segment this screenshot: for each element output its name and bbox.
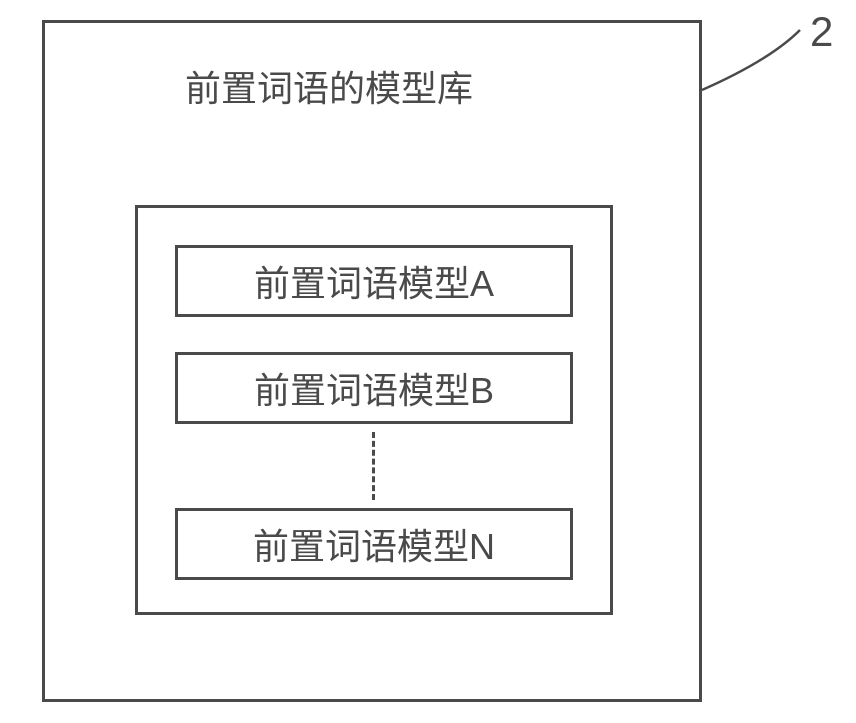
model-box-b: 前置词语模型B	[175, 352, 573, 424]
model-box-b-label: 前置词语模型B	[254, 362, 494, 414]
model-box-a: 前置词语模型A	[175, 245, 573, 317]
dashed-connector	[372, 432, 375, 500]
reference-number-label: 2	[810, 8, 833, 56]
diagram-title: 前置词语的模型库	[185, 60, 473, 112]
model-box-a-label: 前置词语模型A	[254, 255, 494, 307]
model-box-n-label: 前置词语模型N	[253, 518, 495, 570]
model-box-n: 前置词语模型N	[175, 508, 573, 580]
